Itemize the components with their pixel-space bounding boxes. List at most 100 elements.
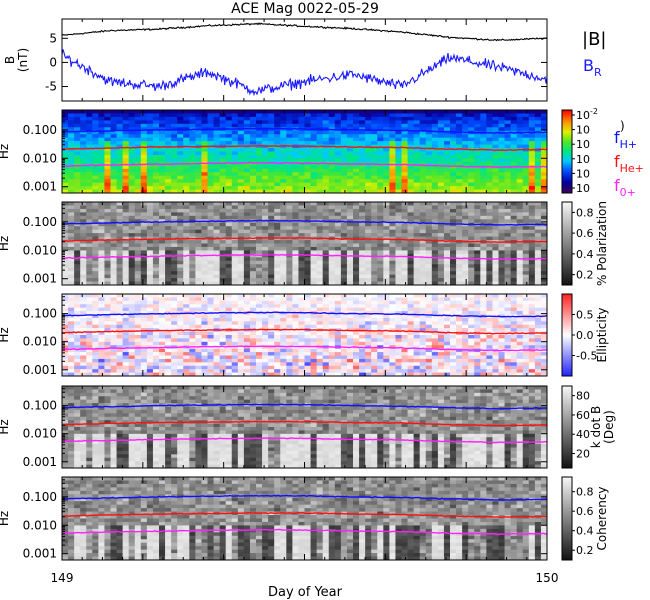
heatmap-cell <box>213 148 221 152</box>
heatmap-cell <box>134 260 142 265</box>
heatmap-cell <box>280 110 287 114</box>
heatmap-cell <box>128 172 136 177</box>
heatmap-cell <box>510 182 518 187</box>
heatmap-cell <box>140 274 148 279</box>
heatmap-cell <box>528 294 536 298</box>
heatmap-cell <box>334 260 342 265</box>
heatmap-cell <box>104 175 111 180</box>
heatmap-cell <box>177 260 184 265</box>
heatmap-cell <box>201 243 208 248</box>
heatmap-cell <box>98 307 105 312</box>
heatmap-cell <box>68 182 75 187</box>
heatmap-cell <box>334 113 342 118</box>
heatmap-cell <box>425 113 433 118</box>
heatmap-cell <box>328 208 336 213</box>
heatmap-cell <box>286 229 293 234</box>
heatmap-cell <box>298 130 305 135</box>
heatmap-cell <box>486 278 493 282</box>
heatmap-cell <box>377 243 384 248</box>
heatmap-cell <box>274 158 281 163</box>
heatmap-cell <box>292 151 299 156</box>
heatmap-cell <box>122 317 130 322</box>
heatmap-cell <box>340 321 348 326</box>
heatmap-cell <box>371 271 378 276</box>
heatmap-cell <box>116 226 124 231</box>
heatmap-cell <box>110 137 117 142</box>
heatmap-cell <box>152 186 160 190</box>
heatmap-cell <box>98 116 105 121</box>
heatmap-cell <box>134 208 142 213</box>
heatmap-cell <box>425 116 433 121</box>
heatmap-cell <box>395 257 402 262</box>
heatmap-cell <box>256 250 263 255</box>
heatmap-cell <box>165 264 172 269</box>
heatmap-cell <box>316 297 324 302</box>
colorbar-swatch <box>562 182 572 186</box>
heatmap-cell <box>401 246 408 251</box>
heatmap-cell <box>480 229 487 234</box>
heatmap-cell <box>504 271 512 276</box>
heatmap-cell <box>365 116 372 121</box>
heatmap-cell <box>189 257 196 262</box>
heatmap-cell <box>522 226 530 231</box>
heatmap-cell <box>146 311 154 315</box>
heatmap-cell <box>292 300 299 305</box>
heatmap-cell <box>456 179 463 184</box>
colorbar-swatch <box>562 274 572 278</box>
heatmap-cell <box>146 154 154 159</box>
heatmap-cell <box>528 182 536 187</box>
heatmap-cell <box>413 297 421 302</box>
heatmap-cell <box>504 324 512 329</box>
heatmap-cell <box>450 120 457 125</box>
heatmap-cell <box>353 137 360 142</box>
heatmap-cell <box>262 175 269 180</box>
heatmap-cell <box>237 179 245 184</box>
heatmap-cell <box>328 168 336 173</box>
heatmap-cell <box>456 205 463 210</box>
heatmap-cell <box>80 307 87 312</box>
heatmap-cell <box>249 158 257 163</box>
heatmap-cell <box>104 161 111 166</box>
heatmap-cell <box>298 226 305 231</box>
heatmap-cell <box>407 219 415 224</box>
heatmap-cell <box>231 229 239 234</box>
heatmap-cell <box>231 278 239 282</box>
heatmap-cell <box>468 175 475 180</box>
heatmap-cell <box>92 144 99 149</box>
heatmap-cell <box>389 205 396 210</box>
heatmap-cell <box>498 215 505 220</box>
heatmap-cell <box>231 165 239 170</box>
heatmap-cell <box>359 240 366 244</box>
heatmap-cell <box>231 222 239 227</box>
heatmap-cell <box>268 172 275 177</box>
heatmap-cell <box>316 257 324 262</box>
heatmap-cell <box>534 212 542 217</box>
heatmap-cell <box>407 137 415 142</box>
heatmap-cell <box>159 215 166 220</box>
heatmap-cell <box>534 246 542 251</box>
heatmap-cell <box>383 134 390 139</box>
heatmap-cell <box>401 189 408 194</box>
heatmap-cell <box>274 311 281 315</box>
heatmap-cell <box>486 172 493 177</box>
heatmap-cell <box>383 148 390 152</box>
heatmap-cell <box>474 307 481 312</box>
heatmap-cell <box>80 212 87 217</box>
heatmap-cell <box>177 151 184 156</box>
heatmap-cell <box>437 189 445 194</box>
heatmap-cell <box>304 250 311 255</box>
heatmap-cell <box>504 205 512 210</box>
heatmap-cell <box>274 215 281 220</box>
heatmap-cell <box>80 175 87 180</box>
heatmap-cell <box>165 226 172 231</box>
heatmap-cell <box>207 300 214 305</box>
heatmap-cell <box>80 246 87 251</box>
heatmap-cell <box>359 116 366 121</box>
heatmap-cell <box>346 151 354 156</box>
heatmap-cell <box>140 130 148 135</box>
heatmap-cell <box>116 321 124 326</box>
heatmap-cell <box>365 113 372 118</box>
heatmap-cell <box>340 271 348 276</box>
heatmap-cell <box>371 141 378 145</box>
